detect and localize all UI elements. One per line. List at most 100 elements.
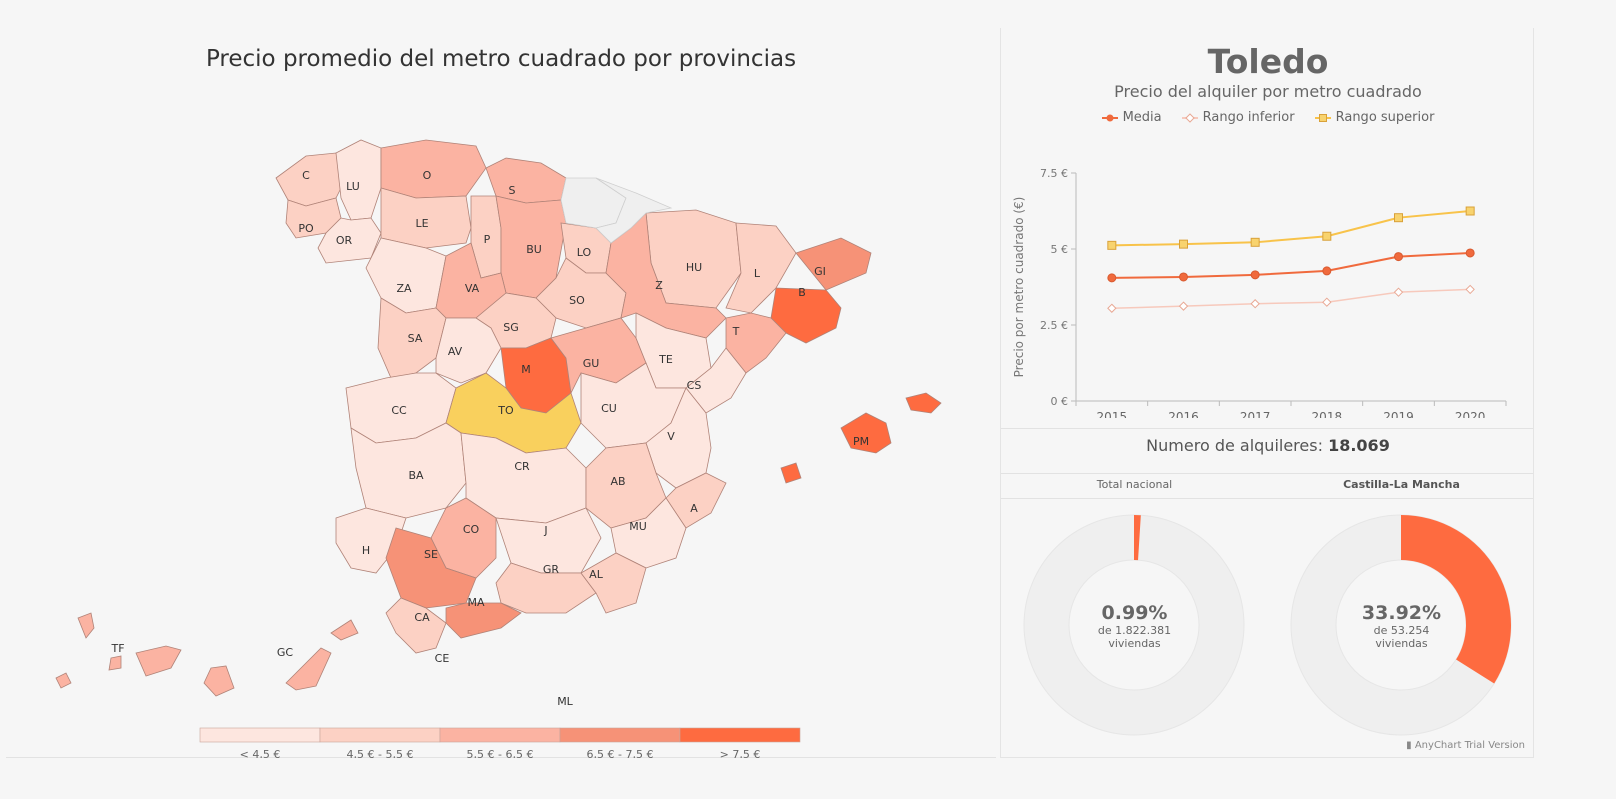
map-legend-swatch[interactable] [679, 727, 801, 743]
divider [1001, 473, 1533, 474]
province-label-cr: CR [514, 460, 530, 473]
rentals-count: Numero de alquileres: 18.069 [1001, 436, 1535, 455]
data-point-media[interactable] [1394, 252, 1403, 262]
data-point-media[interactable] [1250, 270, 1260, 280]
donut-slice[interactable] [1401, 515, 1511, 684]
data-point-rango-inferior[interactable] [1465, 284, 1475, 295]
province-viz[interactable] [595, 177, 673, 244]
data-point-rango-inferior[interactable] [1178, 301, 1189, 311]
province-pm3[interactable] [780, 462, 802, 484]
province-label-o: O [423, 169, 432, 182]
divider [1001, 428, 1533, 429]
rentals-label: Numero de alquileres: [1146, 436, 1323, 455]
map-legend-swatch[interactable] [319, 727, 441, 743]
data-point-media[interactable] [1107, 273, 1117, 283]
chart-subtitle: Precio del alquiler por metro cuadrado [1114, 82, 1422, 101]
province-tf2[interactable] [108, 655, 122, 671]
donut-percent: 0.99% [1101, 602, 1168, 624]
donut-charts[interactable] [1001, 500, 1535, 750]
x-tick-label: 2019 [1383, 410, 1414, 418]
credit-label[interactable]: ▮ AnyChart Trial Version [1406, 740, 1525, 751]
province-av[interactable] [435, 317, 502, 384]
province-gr[interactable] [495, 562, 597, 614]
province-label-lo: LO [577, 246, 592, 259]
data-point-rango-superior[interactable] [1179, 239, 1188, 249]
province-ca[interactable] [385, 597, 447, 654]
legend-marker-media-icon [1101, 114, 1118, 121]
map-legend-swatch[interactable] [559, 727, 681, 743]
y-tick-label: 7.5 € [1040, 167, 1068, 180]
legend-item-rango-inferior[interactable]: Rango inferior [1181, 110, 1295, 125]
data-point-rango-inferior[interactable] [1107, 303, 1117, 313]
data-point-rango-inferior[interactable] [1322, 297, 1332, 307]
series-line-media[interactable] [1111, 251, 1471, 279]
data-point-rango-superior[interactable] [1322, 231, 1332, 241]
province-gc2[interactable] [203, 665, 235, 697]
province-za[interactable] [365, 237, 447, 314]
province-label-m: M [521, 363, 531, 376]
province-l[interactable] [725, 222, 797, 314]
data-point-rango-superior[interactable] [1250, 237, 1260, 247]
data-point-rango-inferior[interactable] [1250, 299, 1260, 309]
donut-slice[interactable] [1134, 515, 1141, 561]
province-label-al: AL [589, 568, 604, 581]
data-point-rango-superior[interactable] [1107, 240, 1117, 250]
credit-text: AnyChart Trial Version [1414, 740, 1525, 751]
map-legend-label: > 7,5 € [720, 748, 761, 758]
province-tf[interactable] [77, 612, 95, 639]
province-label-va: VA [465, 282, 480, 295]
province-al[interactable] [580, 552, 647, 614]
province-gi[interactable] [795, 237, 872, 291]
city-title: Toledo [1207, 42, 1329, 81]
province-ma[interactable] [445, 602, 522, 639]
province-label-l: L [754, 267, 761, 280]
data-point-media[interactable] [1465, 248, 1475, 258]
province-label-bu: BU [526, 243, 542, 256]
legend-item-rango-superior[interactable]: Rango superior [1314, 110, 1434, 125]
legend-label: Media [1122, 110, 1162, 125]
y-tick-label: 2.5 € [1040, 319, 1068, 332]
y-tick-label: 5 € [1051, 243, 1069, 256]
legend-marker-diamond-icon [1181, 112, 1198, 123]
province-pm2[interactable] [905, 392, 942, 414]
province-label-av: AV [448, 345, 463, 358]
data-point-rango-superior[interactable] [1465, 206, 1475, 216]
chart-legend[interactable]: Media Rango inferior Rango superior [1001, 110, 1535, 125]
map-legend-swatch[interactable] [439, 727, 561, 743]
donut-title-region: Castilla-La Mancha [1343, 478, 1460, 491]
province-label-cu: CU [601, 402, 617, 415]
map-legend-label: 4,5 € - 5,5 € [347, 748, 414, 758]
province-lu[interactable] [335, 139, 382, 221]
province-gc[interactable] [135, 645, 182, 677]
series-line-rango-inferior[interactable] [1111, 288, 1471, 310]
data-point-rango-inferior[interactable] [1393, 287, 1404, 297]
series-line-rango-superior[interactable] [1111, 210, 1471, 247]
map-legend-label: 5,5 € - 6,5 € [467, 748, 534, 758]
donut-center-region: 33.92% de 53.254 viviendas [1268, 602, 1535, 650]
price-line-chart[interactable]: 0 € 2.5 € 5 € 7.5 € 2015 2016 2017 2018 2019 2020… [1001, 128, 1535, 418]
map-legend-swatch[interactable] [199, 727, 321, 743]
donut-of: de 53.254 [1373, 624, 1430, 637]
province-label-gu: GU [583, 357, 600, 370]
province-label-or: OR [336, 234, 353, 247]
province-pm[interactable] [840, 412, 892, 454]
province-o[interactable] [380, 139, 487, 199]
province-v[interactable] [645, 387, 712, 489]
province-gc3[interactable] [285, 647, 332, 691]
province-label-ab: AB [610, 475, 625, 488]
legend-item-media[interactable]: Media [1101, 110, 1162, 125]
province-tf3[interactable] [55, 672, 72, 689]
province-label-s: S [509, 184, 516, 197]
donut-of: de 1.822.381 [1097, 624, 1172, 637]
map-legend-label: 6,5 € - 7,5 € [587, 748, 654, 758]
data-point-media[interactable] [1322, 266, 1332, 276]
province-label-p: P [484, 233, 491, 246]
province-label-h: H [362, 544, 370, 557]
province-gc4[interactable] [330, 619, 359, 641]
province-label-t: T [732, 325, 740, 338]
data-point-media[interactable] [1179, 272, 1188, 282]
divider [1001, 498, 1533, 499]
data-point-rango-superior[interactable] [1394, 213, 1403, 223]
province-label-mu: MU [629, 520, 647, 533]
